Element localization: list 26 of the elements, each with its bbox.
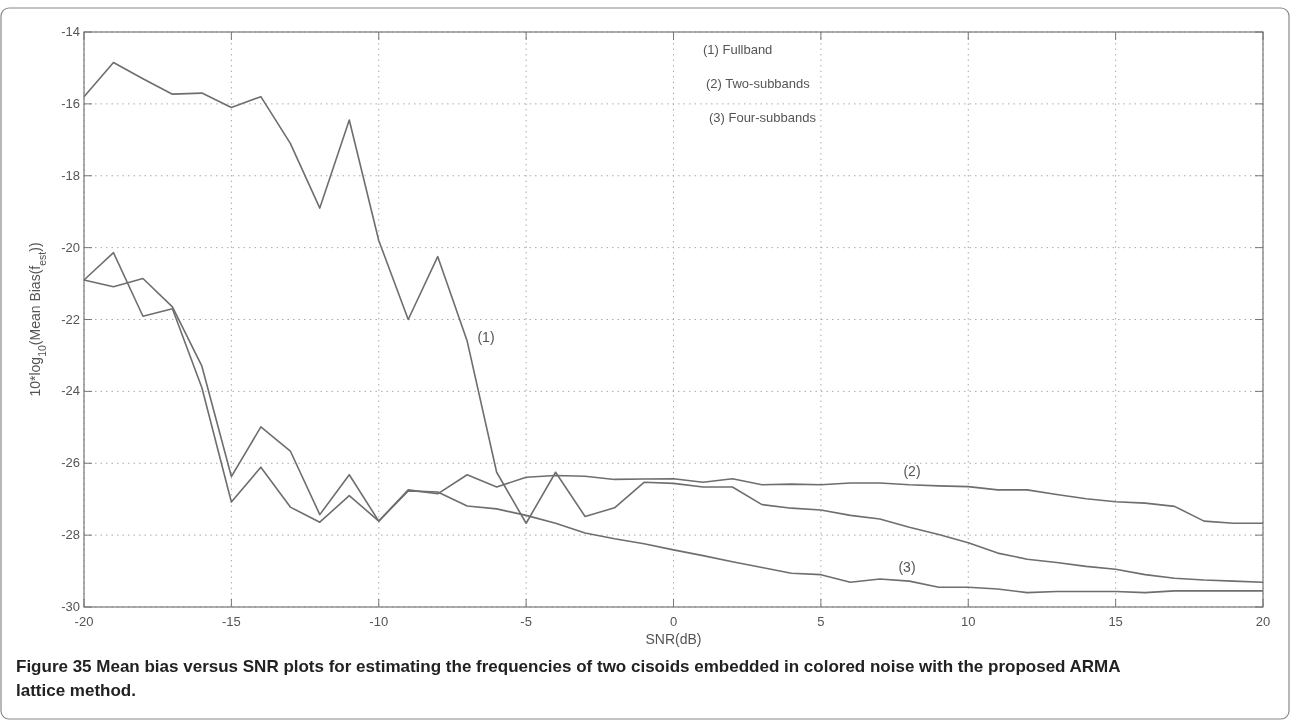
annotation: (1)	[477, 329, 495, 345]
y-tick-label: -14	[61, 24, 80, 39]
y-tick-label: -16	[61, 95, 80, 111]
x-tick-label: 5	[817, 614, 825, 629]
annotation: (3) Four-subbands	[708, 110, 817, 125]
y-tick-label: -28	[61, 527, 80, 543]
y-tick-label: -30	[61, 599, 80, 614]
annotation: (2) Two-subbands	[705, 76, 811, 91]
x-tick-label: -15	[221, 614, 241, 629]
annotation: (3)	[898, 559, 916, 575]
x-tick-label: 10	[961, 614, 976, 629]
annotation: (1) Fullband	[702, 42, 773, 57]
x-tick-label: -5	[520, 614, 532, 629]
x-tick-label: -10	[369, 614, 389, 629]
x-tick-label: -20	[74, 614, 94, 629]
x-tick-label: 0	[669, 614, 678, 629]
y-tick-label: -18	[61, 167, 80, 183]
y-tick-label: -26	[61, 455, 80, 471]
y-tick-label: -22	[61, 311, 80, 327]
x-tick-label: 15	[1108, 614, 1123, 629]
y-tick-label: -20	[61, 239, 80, 255]
x-axis-title: SNR(dB)	[645, 631, 702, 647]
y-tick-label: -24	[61, 383, 80, 399]
annotation: (2)	[903, 463, 921, 479]
x-tick-label: 20	[1255, 614, 1271, 629]
caption: Figure 35 Mean bias versus SNR plots for estimating the frequencies of two cisoids embedded in colored noise with the proposed ARMA lattice method.	[16, 657, 1121, 700]
